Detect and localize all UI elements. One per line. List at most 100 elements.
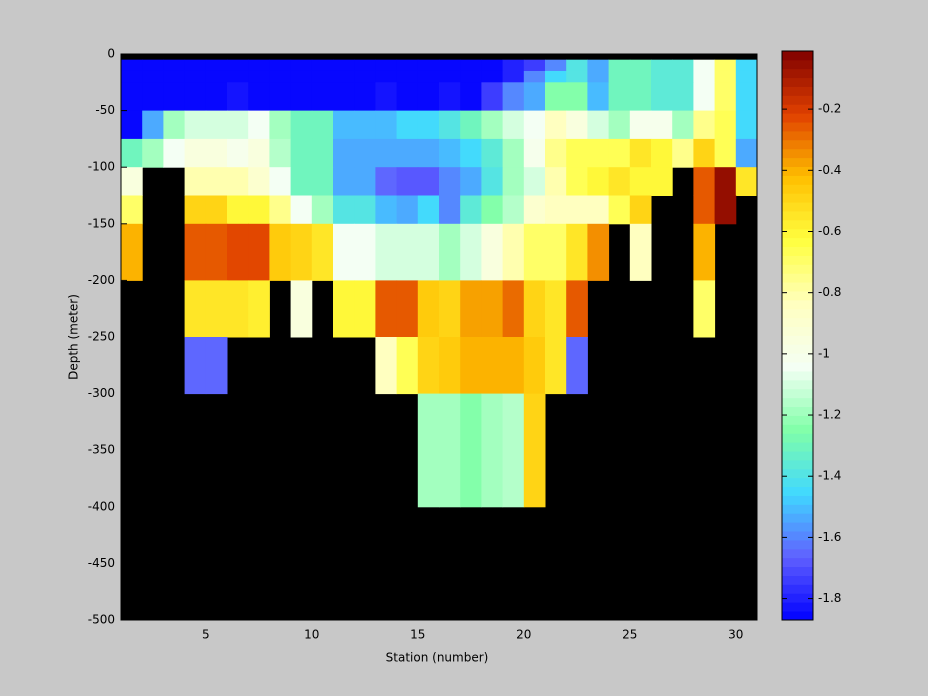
heatmap-cell xyxy=(608,70,631,83)
colorbar-segment xyxy=(782,522,813,532)
heatmap-cell xyxy=(587,82,610,112)
y-tick-label: -50 xyxy=(95,103,115,117)
heatmap-cell xyxy=(693,138,716,168)
heatmap-cell xyxy=(651,82,673,112)
heatmap-cell xyxy=(481,223,504,281)
colorbar-segment xyxy=(782,388,813,399)
colorbar-segment xyxy=(782,611,813,621)
heatmap-cell xyxy=(439,59,461,72)
heatmap-cell xyxy=(163,70,186,83)
heatmap-cell xyxy=(396,138,419,168)
heatmap-cell xyxy=(587,59,610,72)
heatmap-cell xyxy=(587,138,610,168)
heatmap-cell xyxy=(502,195,525,225)
colorbar-segment xyxy=(782,157,813,167)
heatmap-cell xyxy=(417,110,440,140)
heatmap-cell xyxy=(354,82,376,112)
heatmap-cell xyxy=(227,138,249,168)
colorbar-segment xyxy=(782,451,813,461)
heatmap-cell xyxy=(481,138,504,168)
heatmap-cell xyxy=(714,82,737,112)
heatmap-cell xyxy=(269,70,292,83)
heatmap-cell xyxy=(354,110,376,140)
heatmap-cell xyxy=(396,223,419,281)
heatmap-cell xyxy=(248,59,270,72)
colorbar-segment xyxy=(782,353,813,363)
colorbar-segment xyxy=(782,246,813,256)
heatmap-cell xyxy=(502,70,525,83)
heatmap-cell xyxy=(121,138,143,168)
heatmap-cell xyxy=(248,280,270,338)
heatmap-cell xyxy=(396,70,419,83)
heatmap-cell xyxy=(142,70,164,83)
heatmap-cell xyxy=(354,70,376,83)
heatmap-cell xyxy=(121,110,143,140)
colorbar-segment xyxy=(782,148,813,159)
heatmap-cell xyxy=(735,82,758,112)
heatmap-cell xyxy=(566,195,588,225)
heatmap-cell xyxy=(333,82,355,112)
heatmap-cell xyxy=(523,393,546,508)
heatmap-cell xyxy=(311,70,334,83)
heatmap-cell xyxy=(248,138,270,168)
heatmap-cell xyxy=(121,82,143,112)
heatmap-cell xyxy=(375,167,398,196)
heatmap-cell xyxy=(396,82,419,112)
heatmap-cell xyxy=(502,59,525,72)
heatmap-cell xyxy=(545,138,567,168)
heatmap-cell xyxy=(481,167,504,196)
heatmap-cell xyxy=(311,167,334,196)
heatmap-cell xyxy=(481,337,504,395)
heatmap-cell xyxy=(502,223,525,281)
heatmap-cell xyxy=(523,138,546,168)
colorbar-segment xyxy=(782,531,813,541)
colorbar-segment xyxy=(782,122,813,132)
heatmap-cell xyxy=(651,59,673,72)
x-tick-label: 20 xyxy=(516,628,531,642)
heatmap-cell xyxy=(205,70,228,83)
colorbar-segment xyxy=(782,433,813,443)
colorbar-segment xyxy=(782,264,813,274)
heatmap-cell xyxy=(311,223,334,281)
colorbar-segment xyxy=(782,95,813,105)
heatmap-cell xyxy=(311,82,334,112)
heatmap-cell xyxy=(502,280,525,338)
heatmap-cell xyxy=(439,138,461,168)
heatmap-cell xyxy=(460,280,482,338)
heatmap-cell xyxy=(375,223,398,281)
colorbar-segment xyxy=(782,539,813,550)
heatmap-cell xyxy=(184,337,207,395)
heatmap-cell xyxy=(523,70,546,83)
heatmap-cell xyxy=(290,167,313,196)
heatmap-cell xyxy=(163,138,186,168)
heatmap-cell xyxy=(672,70,694,83)
heatmap-cell xyxy=(163,59,186,72)
colorbar-segment xyxy=(782,397,813,408)
heatmap-cell xyxy=(269,82,292,112)
y-tick-label: 0 xyxy=(107,47,115,61)
x-axis-label: Station (number) xyxy=(386,651,489,665)
heatmap-cell xyxy=(311,110,334,140)
heatmap-cell xyxy=(163,82,186,112)
heatmap-cell xyxy=(629,59,652,72)
heatmap-cell xyxy=(714,70,737,83)
heatmap-cell xyxy=(481,393,504,508)
heatmap-cell xyxy=(566,138,588,168)
heatmap-cell xyxy=(460,59,482,72)
heatmap-cell xyxy=(608,110,631,140)
heatmap-cell xyxy=(629,223,652,281)
heatmap-cell xyxy=(608,59,631,72)
colorbar-segment xyxy=(782,513,813,523)
heatmap-cell xyxy=(439,167,461,196)
colorbar-segment xyxy=(782,237,813,247)
heatmap-cell xyxy=(629,70,652,83)
y-tick-label: -400 xyxy=(88,499,115,513)
heatmap-cell xyxy=(587,110,610,140)
heatmap-cell xyxy=(587,223,610,281)
y-tick-label: -350 xyxy=(88,443,115,457)
colorbar-tick-label: -1.4 xyxy=(818,469,841,483)
heatmap-cell xyxy=(227,70,249,83)
heatmap-cell xyxy=(354,167,376,196)
y-tick-label: -500 xyxy=(88,613,115,627)
